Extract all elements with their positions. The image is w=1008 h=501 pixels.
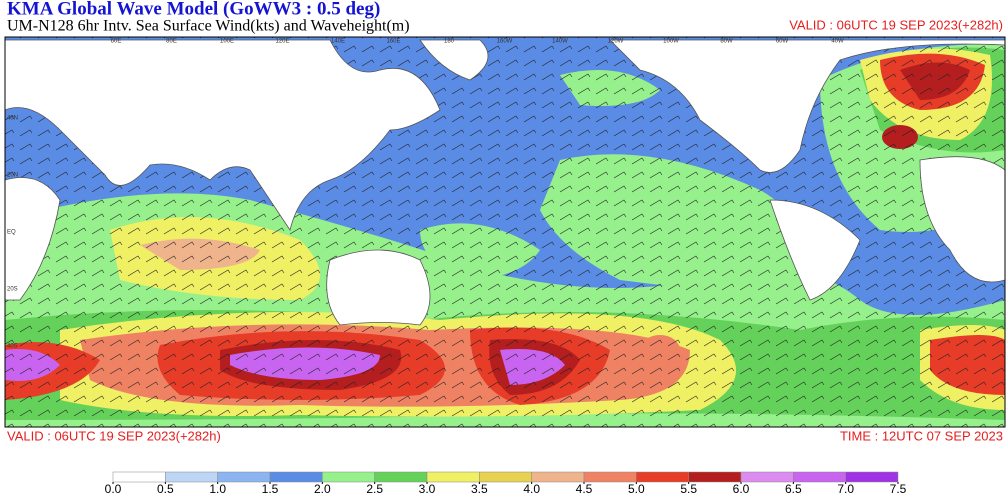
colorbar-swatch [165, 471, 218, 483]
subtitle: UM-N128 6hr Intv. Sea Surface Wind(kts) … [7, 18, 410, 35]
lat-label: 20N [7, 173, 18, 179]
colorbar-label: 4.5 [576, 482, 593, 496]
colorbar-swatch [845, 471, 899, 483]
valid-bottom: VALID : 06UTC 19 SEP 2023(+282h) [7, 428, 221, 443]
colorbar-label: 7.0 [837, 482, 854, 496]
lon-label: 140W [552, 39, 568, 45]
lon-label: 120E [275, 39, 289, 45]
lat-label: EQ [7, 230, 16, 236]
colorbar-swatch [479, 471, 532, 483]
colorbar-label: 7.5 [890, 482, 907, 496]
time-label: TIME : 12UTC 07 SEP 2023 [840, 428, 1003, 443]
title: KMA Global Wave Model (GoWW3 : 0.5 deg) [7, 0, 380, 19]
colorbar-swatch [583, 471, 637, 483]
colorbar-swatch [374, 471, 428, 483]
colorbar-swatch [688, 471, 742, 483]
lon-label: 80E [166, 39, 177, 45]
colorbar-label: 5.0 [628, 482, 645, 496]
colorbar-label: 5.5 [680, 482, 697, 496]
colorbar-label: 1.5 [262, 482, 279, 496]
colorbar-swatch [636, 471, 689, 483]
colorbar-label: 4.0 [523, 482, 540, 496]
colorbar-swatch [269, 471, 323, 483]
map-frame [4, 36, 1006, 428]
lon-label: 60W [776, 39, 789, 45]
colorbar-label: 0.0 [105, 482, 122, 496]
lon-label: 80W [720, 39, 733, 45]
lon-label: 180 [444, 39, 455, 45]
colorbar-swatch [531, 471, 585, 483]
colorbar-label: 6.0 [733, 482, 750, 496]
valid-top: VALID : 06UTC 19 SEP 2023(+282h) [789, 17, 1003, 32]
lon-label: 160E [386, 39, 400, 45]
colorbar-label: 2.0 [314, 482, 331, 496]
map [5, 37, 1005, 427]
lon-label: 140E [331, 39, 345, 45]
colorbar-swatch [322, 471, 375, 483]
lon-label: 100W [663, 39, 679, 45]
colorbar-swatch [426, 471, 480, 483]
colorbar-label: 1.0 [209, 482, 226, 496]
lon-label: 100E [220, 39, 234, 45]
lat-label: 40S [7, 344, 18, 350]
colorbar-label: 0.5 [157, 482, 174, 496]
colorbar-label: 2.5 [366, 482, 383, 496]
colorbar-swatch [793, 471, 846, 483]
colorbar-label: 3.5 [471, 482, 488, 496]
lat-label: 20S [7, 287, 18, 293]
colorbar-swatch [217, 471, 271, 483]
colorbar-swatch [112, 471, 166, 483]
colorbar-swatch [740, 471, 794, 483]
lon-label: 60E [111, 39, 122, 45]
colorbar-label: 6.5 [785, 482, 802, 496]
lon-label: 40W [831, 39, 844, 45]
lon-label: 160W [497, 39, 513, 45]
colorbar-label: 3.0 [419, 482, 436, 496]
lat-label: 40N [7, 116, 18, 122]
lon-label: 120W [608, 39, 624, 45]
